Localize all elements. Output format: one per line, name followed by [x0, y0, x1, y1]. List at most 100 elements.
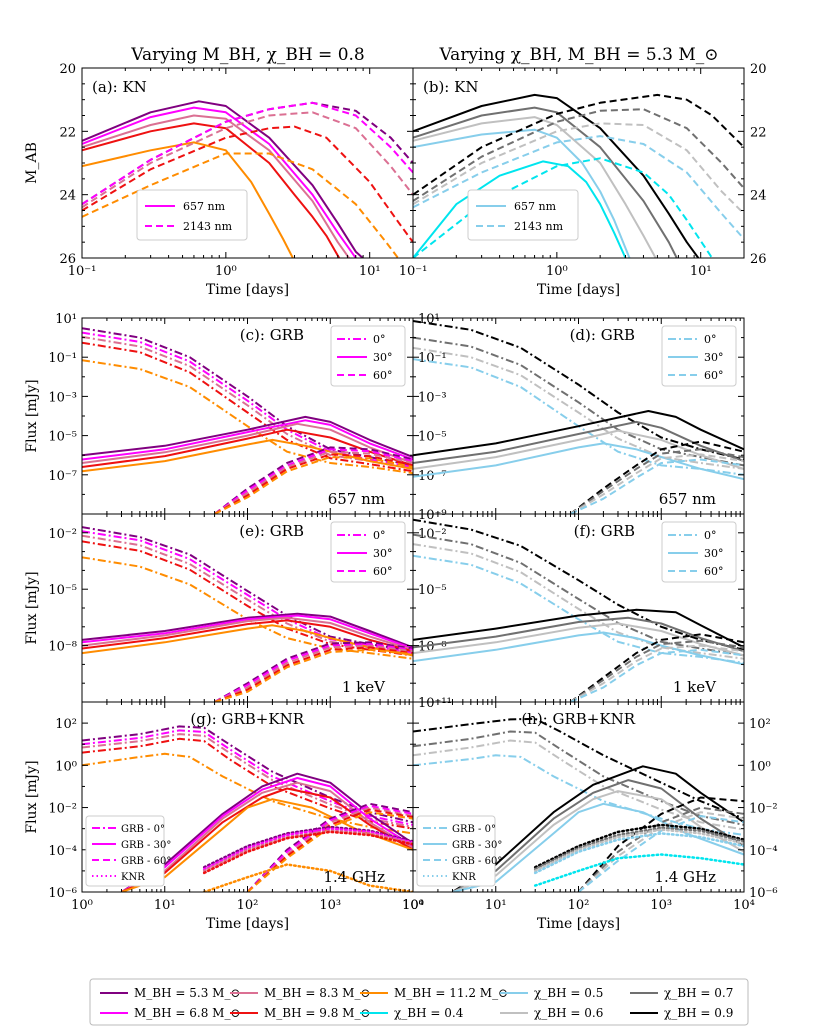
legend-text-b-1: 2143 nm	[514, 220, 564, 233]
xtick-label-h-2: 10²	[568, 898, 590, 913]
series-f-9	[569, 639, 744, 702]
xtick-label-h-0: 10⁰	[402, 898, 424, 913]
series-f-1	[413, 533, 744, 657]
series-group-a	[82, 100, 413, 258]
series-c-8	[82, 428, 413, 468]
series-h-10	[577, 811, 744, 892]
xlabel-h: Time [days]	[537, 916, 620, 932]
series-h-7	[452, 802, 744, 892]
xtick-label-h-3: 10³	[650, 898, 672, 913]
legend-d: 0° 30° 60°	[661, 325, 737, 387]
figure-legend-text-3: M_BH = 9.8 M_⊙	[264, 1006, 371, 1020]
legend-text-h-3: KNR	[452, 872, 476, 883]
xtick-label-g-4: 10⁴	[402, 898, 424, 913]
ytick-label-right-e-1: 10⁻⁵	[418, 583, 447, 598]
series-c-12	[214, 450, 413, 514]
figure-legend-text-2: M_BH = 8.3 M_⊙	[264, 986, 371, 1000]
series-c-5	[82, 415, 413, 459]
ytick-label-e-1: 10⁻⁵	[48, 583, 77, 598]
series-group-e	[82, 526, 413, 702]
series-e-12	[214, 644, 413, 702]
band-label-f: 1 keV	[673, 678, 717, 696]
series-a-2	[82, 114, 351, 258]
series-d-11	[570, 458, 744, 514]
series-g-6	[121, 777, 413, 892]
series-g-8	[121, 787, 413, 892]
series-c-0	[82, 327, 413, 467]
ytick-label-c-3: 10⁻⁵	[48, 430, 77, 445]
ytick-label-a-0: 20	[59, 62, 76, 77]
series-g-11	[246, 804, 413, 892]
legend-text-d-0: 0°	[704, 333, 717, 346]
series-g-18	[202, 830, 413, 875]
ytick-label-e-2: 10⁻⁸	[48, 640, 77, 655]
series-e-0	[82, 526, 413, 653]
series-h-5	[452, 779, 744, 892]
legend-text-c-2: 60°	[373, 369, 393, 382]
ytick-label-right-b-2: 24	[750, 189, 767, 204]
xlabel-g: Time [days]	[206, 916, 289, 932]
series-c-9	[82, 438, 413, 473]
figure-legend-text-7: χ_BH = 0.6	[534, 1006, 603, 1020]
ytick-label-a-2: 24	[59, 189, 76, 204]
panel-g: 10⁰ 10¹ 10² 10³ 10⁴ Time [days] 10² 10⁰ 10⁻² 10⁻⁴…	[24, 701, 424, 932]
legend-text-d-2: 60°	[704, 369, 724, 382]
ytick-label-right-h-4: 10⁻⁶	[749, 886, 778, 901]
ytick-label-g-2: 10⁻²	[48, 802, 77, 817]
ytick-label-right-e-3: 10⁻¹¹	[418, 696, 452, 711]
ytick-label-right-e-0: 10⁻²	[418, 527, 447, 542]
legend-text-c-1: 30°	[373, 351, 393, 364]
series-group-h	[413, 717, 744, 892]
series-group-c	[82, 327, 413, 514]
legend-text-g-3: KNR	[121, 872, 145, 883]
legend-c: 0° 30° 60°	[330, 325, 406, 387]
series-a-0	[82, 100, 365, 258]
legend-box-e	[330, 521, 406, 583]
ytick-label-right-h-2: 10⁻²	[749, 802, 778, 817]
figure-legend-text-0: M_BH = 5.3 M_⊙	[134, 986, 241, 1000]
ytick-label-a-1: 22	[59, 125, 76, 140]
series-f-7	[413, 631, 744, 666]
series-d-10	[569, 453, 744, 514]
xtick-label-g-3: 10³	[319, 898, 341, 913]
figure-legend-text-5: χ_BH = 0.4	[394, 1006, 464, 1020]
legend-text-b-0: 657 nm	[514, 200, 557, 213]
legend-text-e-0: 0°	[373, 529, 386, 542]
legend-text-a-1: 2143 nm	[183, 220, 233, 233]
series-h-1	[413, 730, 744, 826]
series-a-4	[82, 141, 294, 258]
ytick-label-right-c-2: 10⁻³	[418, 390, 447, 405]
ytick-label-a-3: 26	[59, 252, 76, 267]
panel-label-h: (h): GRB+KNR	[521, 710, 635, 728]
figure-legend-text-6: χ_BH = 0.5	[534, 986, 603, 1000]
panels: 10⁻¹ 10⁰ 10¹ Time [days] 20 22 24 26 M_AB (a): KN…	[24, 62, 778, 932]
ylabel-a: M_AB	[24, 142, 40, 184]
legend-text-e-1: 30°	[373, 547, 393, 560]
series-c-13	[214, 453, 413, 514]
series-c-1	[82, 331, 413, 468]
legend-text-f-1: 30°	[704, 547, 724, 560]
series-d-4	[413, 410, 744, 457]
legend-text-f-2: 60°	[704, 565, 724, 578]
band-label-d: 657 nm	[659, 490, 716, 508]
legend-text-e-2: 60°	[373, 565, 393, 578]
series-e-3	[82, 540, 413, 657]
legend-box-c	[330, 325, 406, 387]
xtick-label-b-0: 10⁰	[546, 264, 568, 279]
series-d-3	[413, 358, 744, 476]
series-d-9	[569, 448, 744, 514]
series-d-2	[413, 346, 744, 470]
series-h-16	[533, 853, 744, 887]
legend-text-a-0: 657 nm	[183, 200, 226, 213]
series-f-8	[569, 633, 744, 702]
ytick-label-right-h-0: 10²	[749, 717, 771, 732]
series-h-13	[533, 826, 744, 871]
title-right: Varying χ_BH, M_BH = 5.3 M_⊙	[438, 45, 718, 65]
series-c-10	[213, 446, 413, 514]
xtick-label-h-4: 10⁴	[733, 898, 755, 913]
series-c-7	[82, 422, 413, 464]
series-e-1	[82, 530, 413, 655]
legend-b: 657 nm 2143 nm	[467, 189, 579, 241]
